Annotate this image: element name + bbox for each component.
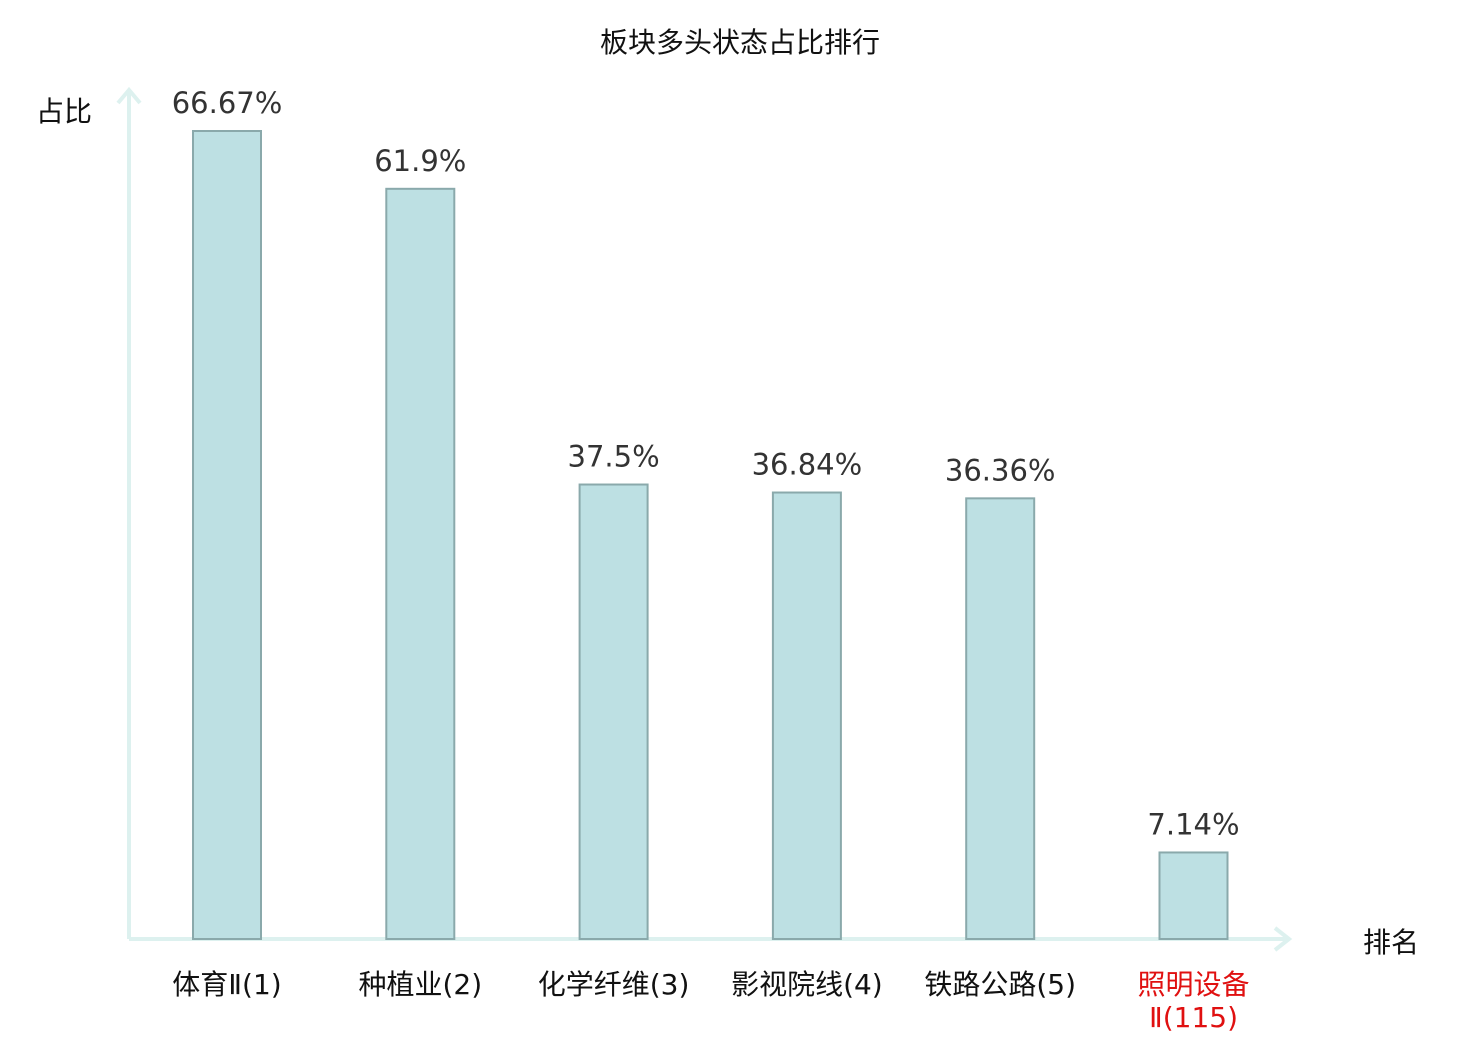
category-label: Ⅱ(115) [1149,1001,1238,1034]
value-label: 36.36% [945,453,1056,487]
category-label: 照明设备 [1137,968,1249,1001]
category-label: 铁路公路(5) [924,968,1076,1001]
bars-group [192,130,1229,940]
axes [116,86,1293,952]
chart-title: 板块多头状态占比排行 [600,26,880,59]
value-label: 61.9% [374,144,466,178]
category-label: 影视院线(4) [731,968,883,1001]
bar [1158,851,1229,940]
x-axis-arrow [1273,926,1293,952]
bar [192,130,262,940]
value-label: 37.5% [568,440,660,474]
category-labels-group: 体育Ⅱ(1) 种植业(2) 化学纤维(3) 影视院线(4) 铁路公路(5) 照明设备Ⅱ(1… [172,968,1249,1034]
value-label: 36.84% [752,448,863,482]
value-labels-group: 66.67% 61.9% 37.5% 36.84% 36.36% 7.14% [172,86,1240,841]
value-label: 66.67% [172,86,283,120]
category-label: 体育Ⅱ(1) [172,968,281,1001]
category-label: 种植业(2) [358,968,482,1001]
bar [578,483,649,940]
bar [385,187,456,940]
y-axis-arrow [116,86,142,105]
bar [771,491,842,940]
bar [965,497,1036,940]
x-axis-label: 排名 [1363,926,1419,959]
category-label: 化学纤维(3) [538,968,690,1001]
y-axis-label: 占比 [36,95,92,128]
value-label: 7.14% [1147,807,1239,841]
